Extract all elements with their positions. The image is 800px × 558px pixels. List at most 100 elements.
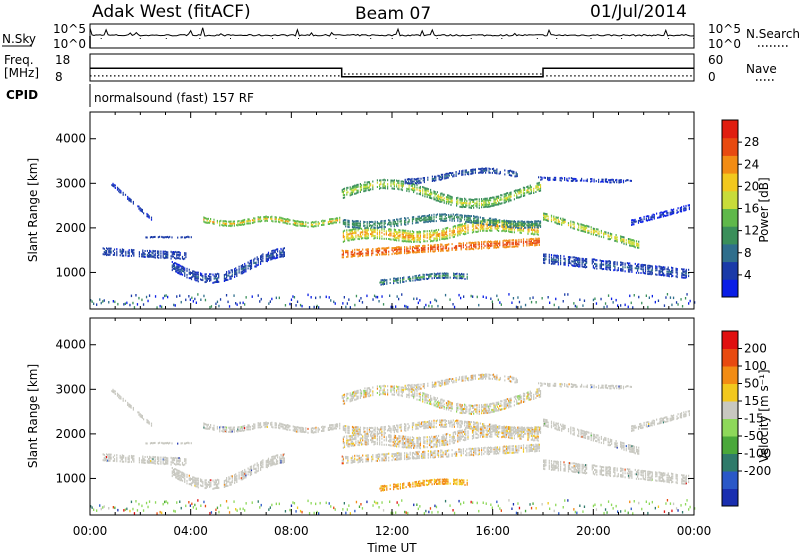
power-cell [491, 225, 492, 227]
power-cell [599, 235, 600, 237]
velocity-cell [234, 474, 235, 476]
power-cell [458, 226, 459, 228]
power-cell [437, 213, 438, 215]
power-cell [534, 222, 535, 224]
power-cell [578, 229, 579, 231]
power-cell [280, 248, 281, 250]
power-cell [399, 231, 400, 233]
power-cell [509, 241, 510, 243]
power-cell [444, 176, 445, 178]
power-cell [440, 250, 441, 252]
power-cell [148, 252, 149, 254]
power-cell [404, 240, 405, 242]
power-cell [568, 224, 569, 226]
power-cell [504, 169, 505, 171]
power-cell [488, 245, 489, 247]
power-cell [237, 222, 238, 224]
power-cell [526, 239, 527, 241]
power-cell [448, 173, 449, 175]
power-cell [403, 183, 404, 185]
power-cell [120, 190, 121, 192]
velocity-cell [163, 458, 164, 460]
power-cell [462, 223, 463, 225]
power-cell [380, 222, 381, 224]
power-cell [631, 267, 632, 269]
power-cell [399, 229, 400, 231]
power-cell [427, 219, 428, 221]
power-cell [368, 237, 369, 239]
power-cell [514, 175, 515, 177]
power-cell [420, 279, 421, 281]
power-cell [490, 226, 491, 228]
velocity-cell [185, 462, 186, 464]
power-cell [505, 193, 506, 195]
power-cell [584, 225, 585, 227]
velocity-cell [193, 479, 194, 481]
power-cell [442, 273, 443, 275]
velocity-cell [131, 457, 132, 459]
power-cell [510, 196, 511, 198]
power-cell [577, 229, 578, 231]
power-cell [506, 242, 507, 244]
velocity-cell [260, 461, 261, 463]
power-cell [275, 251, 276, 253]
power-cell [677, 274, 678, 276]
power-cell [530, 238, 531, 240]
power-cell [551, 254, 552, 256]
power-cell [491, 219, 492, 221]
power-cell [628, 267, 629, 269]
power-cell [566, 178, 567, 180]
power-noise-cell [354, 304, 355, 307]
power-cell [521, 220, 522, 222]
power-cell [154, 256, 155, 258]
power-cell [384, 247, 385, 249]
power-cell [398, 252, 399, 254]
power-cell [205, 275, 206, 277]
velocity-cell [167, 457, 168, 459]
power-noise-cell [156, 306, 157, 309]
power-cell [401, 252, 402, 254]
velocity-cell [129, 455, 130, 457]
velocity-cell [153, 442, 154, 444]
power-cell [631, 243, 632, 245]
power-cell [377, 251, 378, 253]
power-noise-cell [326, 296, 327, 299]
velocity-cell [209, 426, 210, 428]
power-cell [472, 229, 473, 231]
power-cell [423, 221, 424, 223]
power-cell [398, 237, 399, 239]
power-cell [177, 270, 178, 272]
power-cell [414, 186, 415, 188]
power-cell [579, 264, 580, 266]
power-cell [462, 206, 463, 208]
power-cell [436, 220, 437, 222]
power-cell [351, 235, 352, 237]
power-cell [404, 236, 405, 238]
power-cell [138, 206, 139, 208]
power-echo-layer-14 [538, 176, 632, 183]
power-cell [534, 242, 535, 244]
power-cell [229, 221, 230, 223]
velocity-cell [242, 474, 243, 476]
power-cell [606, 269, 607, 271]
power-cell [475, 231, 476, 233]
power-cell [601, 262, 602, 264]
velocity-cell [249, 424, 250, 426]
power-cell [581, 178, 582, 180]
velocity-cell [288, 425, 289, 427]
power-cell [171, 251, 172, 253]
power-cell [516, 243, 517, 245]
power-cell [163, 251, 164, 253]
power-cell [184, 267, 185, 269]
velocity-cell [275, 424, 276, 426]
power-cell [311, 222, 312, 224]
power-cell [670, 212, 671, 214]
power-cell [448, 203, 449, 205]
power-cell [563, 262, 564, 264]
velocity-cell [213, 425, 214, 427]
power-cell [381, 238, 382, 240]
power-cell [460, 277, 461, 279]
velocity-cell [280, 423, 281, 425]
power-cell [360, 253, 361, 255]
